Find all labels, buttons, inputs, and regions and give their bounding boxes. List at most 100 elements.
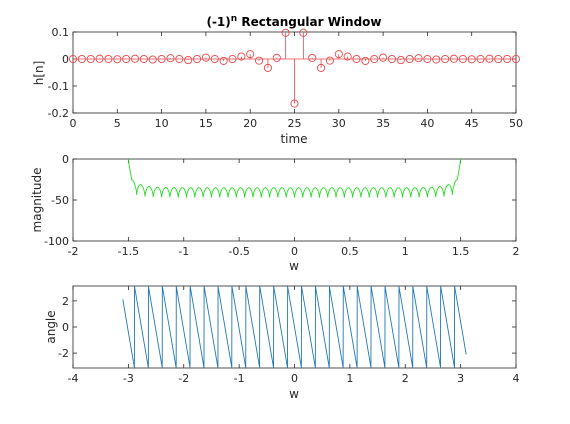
stem-marker — [281, 28, 290, 37]
stem-ytick-label: -0.2 — [48, 107, 69, 120]
stem-marker — [68, 54, 78, 64]
magnitude-xlabel: w — [289, 259, 299, 273]
stem-marker — [95, 54, 104, 63]
stem-marker — [343, 52, 352, 61]
magnitude-xtick-label: -2 — [68, 245, 79, 258]
stem-marker — [449, 54, 459, 63]
stem-marker — [494, 54, 503, 64]
stem-ytick-label: 0 — [62, 53, 69, 66]
stem-xlabel: time — [280, 132, 307, 146]
stem-xtick-label: 20 — [243, 117, 257, 130]
angle-xtick-label: 1 — [346, 372, 353, 385]
stem-marker — [317, 63, 326, 72]
stem-marker — [130, 54, 140, 63]
magnitude-plot-axes: -2 -1.5 -1 -0.5 0 0.5 1 1.5 2 -100 -50 0 — [44, 153, 519, 258]
stem-marker — [299, 28, 308, 37]
magnitude-ylabel: magnitude — [30, 168, 44, 233]
stem-marker — [166, 54, 175, 63]
stem-marker — [246, 50, 255, 59]
stem-marker — [201, 53, 210, 62]
stem-marker — [219, 56, 228, 65]
magnitude-ytick-label: -100 — [44, 235, 69, 248]
stem-marker — [387, 54, 397, 64]
stem-marker — [157, 54, 166, 64]
stem-marker — [272, 53, 281, 62]
title-rest: Rectangular Window — [237, 15, 381, 29]
stem-marker — [210, 54, 219, 64]
stem-marker — [228, 54, 237, 64]
stem-marker — [458, 54, 467, 64]
stem-marker — [467, 55, 476, 64]
stem-marker — [361, 56, 370, 65]
angle-series-line — [122, 285, 467, 369]
stem-marker — [86, 54, 95, 64]
angle-xtick-label: 3 — [457, 372, 464, 385]
stem-marker — [139, 54, 148, 64]
stem-xtick-label: 15 — [199, 117, 213, 130]
stem-marker — [423, 54, 432, 64]
angle-ylabel: angle — [44, 310, 58, 343]
angle-xtick-label: 4 — [513, 372, 520, 385]
stem-marker — [325, 56, 334, 65]
magnitude-xtick-label: 1.5 — [452, 245, 470, 258]
magnitude-xtick-label: -0.5 — [228, 245, 249, 258]
title-superscript: n — [231, 14, 237, 24]
angle-xlabel: w — [289, 387, 299, 401]
stem-marker — [184, 56, 193, 65]
stem-xtick-label: 35 — [376, 117, 390, 130]
stem-marker — [476, 54, 485, 64]
stem-xtick-label: 0 — [70, 117, 77, 130]
stem-marker — [334, 50, 343, 59]
stem-marker — [308, 53, 317, 62]
stem-marker — [290, 99, 299, 108]
magnitude-ytick-label: -50 — [51, 194, 69, 207]
angle-xtick-label: -1 — [234, 372, 245, 385]
stem-xtick-label: 45 — [465, 117, 479, 130]
stem-marker — [441, 54, 450, 64]
title-main: (-1) — [206, 15, 230, 29]
magnitude-xtick-label: 1 — [402, 245, 409, 258]
stem-marker — [255, 56, 264, 65]
stem-xtick-label: 40 — [420, 117, 434, 130]
stem-marker — [148, 55, 157, 64]
magnitude-xtick-label: 0 — [291, 245, 298, 258]
angle-xtick-label: 2 — [402, 372, 409, 385]
stem-marker — [113, 55, 122, 64]
stem-ytick-label: -0.1 — [48, 80, 69, 93]
stem-xtick-label: 30 — [332, 117, 346, 130]
stem-marker — [370, 54, 379, 64]
stem-marker — [396, 56, 405, 65]
stem-marker — [352, 54, 361, 64]
stem-marker — [77, 54, 86, 64]
magnitude-xtick-label: 2 — [513, 245, 520, 258]
stem-marker — [432, 55, 441, 64]
stem-marker — [237, 52, 246, 61]
stem-marker — [414, 54, 423, 63]
stem-xtick-label: 5 — [114, 117, 121, 130]
angle-xtick-label: -2 — [178, 372, 189, 385]
magnitude-xtick-label: -1.5 — [118, 245, 139, 258]
stem-marker — [104, 54, 113, 64]
magnitude-series-line — [127, 158, 462, 198]
stem-xtick-label: 25 — [288, 117, 302, 130]
chart-title: (-1)n Rectangular Window — [206, 14, 381, 29]
angle-ytick-label: 2 — [62, 295, 69, 308]
angle-xtick-label: -3 — [123, 372, 134, 385]
angle-xtick-label: -4 — [68, 372, 79, 385]
angle-plot-axes: -4 -3 -2 -1 0 1 2 3 4 -2 0 2 — [58, 285, 520, 385]
magnitude-xtick-label: 0.5 — [341, 245, 359, 258]
stem-marker — [379, 53, 388, 62]
angle-xtick-label: 0 — [291, 372, 298, 385]
magnitude-xtick-label: -1 — [178, 245, 189, 258]
stem-marker — [175, 54, 184, 64]
magnitude-ytick-label: 0 — [62, 153, 69, 166]
stem-ylabel: h[n] — [32, 61, 46, 86]
stem-ytick-label: 0.1 — [52, 26, 70, 39]
stem-marker — [511, 54, 521, 64]
stem-marker — [122, 54, 131, 64]
stem-marker — [192, 54, 202, 64]
stem-marker — [485, 54, 494, 63]
stem-marker — [503, 54, 512, 64]
